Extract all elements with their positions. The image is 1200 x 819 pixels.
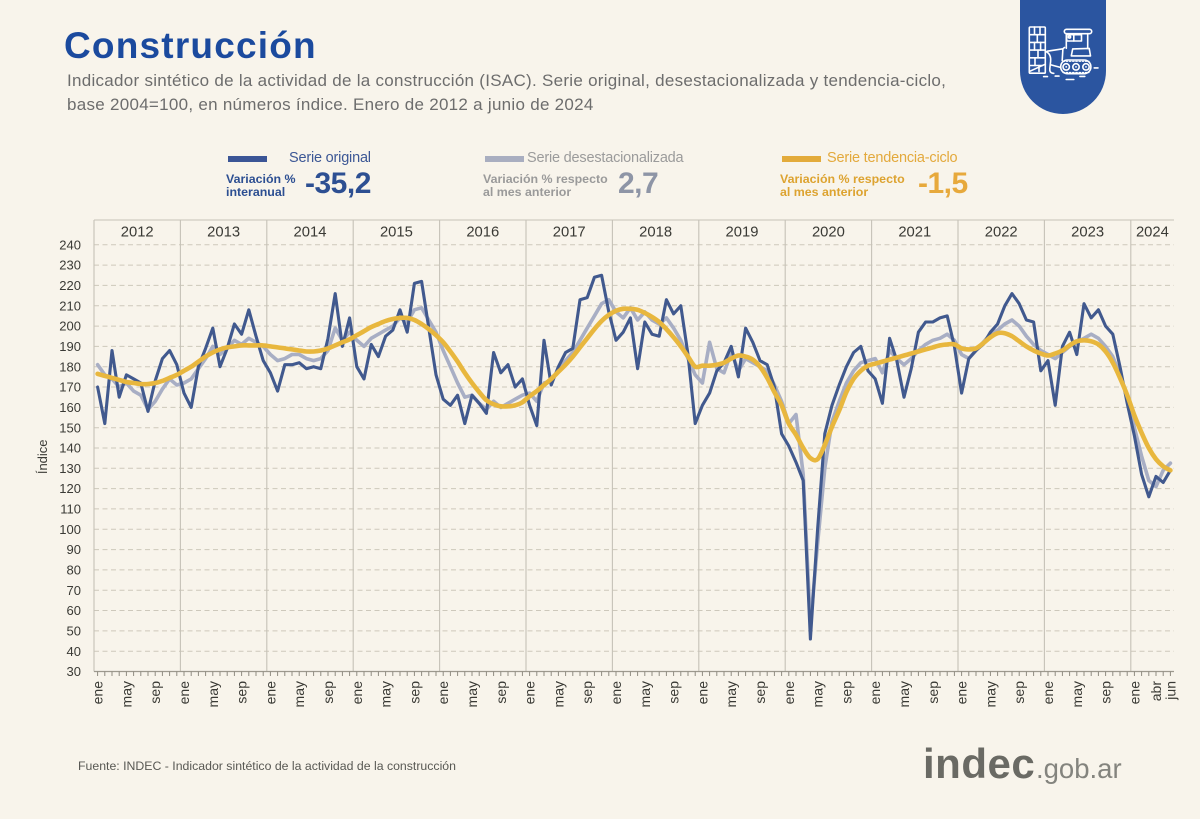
svg-text:ene: ene — [867, 681, 883, 705]
svg-text:may: may — [118, 681, 134, 707]
svg-text:sep: sep — [320, 681, 336, 704]
svg-text:80: 80 — [67, 563, 81, 578]
svg-text:ene: ene — [435, 681, 451, 705]
svg-text:sep: sep — [752, 681, 768, 704]
svg-text:40: 40 — [67, 644, 81, 659]
svg-text:180: 180 — [59, 359, 81, 374]
svg-text:50: 50 — [67, 624, 81, 639]
svg-text:220: 220 — [59, 278, 81, 293]
svg-text:120: 120 — [59, 481, 81, 496]
svg-text:sep: sep — [925, 681, 941, 704]
svg-text:ene: ene — [1126, 681, 1142, 705]
svg-text:ene: ene — [522, 681, 538, 705]
svg-text:ene: ene — [90, 681, 106, 705]
svg-text:200: 200 — [59, 319, 81, 334]
svg-text:70: 70 — [67, 583, 81, 598]
svg-text:2020: 2020 — [812, 225, 845, 241]
svg-text:100: 100 — [59, 522, 81, 537]
svg-text:may: may — [723, 681, 739, 707]
svg-text:30: 30 — [67, 664, 81, 679]
svg-text:2023: 2023 — [1071, 225, 1104, 241]
svg-text:sep: sep — [493, 681, 509, 704]
svg-text:sep: sep — [838, 681, 854, 704]
svg-text:2021: 2021 — [898, 225, 931, 241]
svg-text:may: may — [550, 681, 566, 707]
svg-text:may: may — [205, 681, 221, 707]
svg-text:2022: 2022 — [985, 225, 1018, 241]
svg-text:sep: sep — [579, 681, 595, 704]
svg-text:may: may — [378, 681, 394, 707]
svg-text:90: 90 — [67, 542, 81, 557]
svg-text:2013: 2013 — [207, 225, 240, 241]
svg-text:ene: ene — [608, 681, 624, 705]
svg-text:2024: 2024 — [1136, 225, 1169, 241]
svg-text:may: may — [291, 681, 307, 707]
svg-text:2016: 2016 — [466, 225, 499, 241]
svg-text:may: may — [896, 681, 912, 707]
svg-text:110: 110 — [60, 502, 81, 517]
svg-text:ene: ene — [954, 681, 970, 705]
svg-text:sep: sep — [406, 681, 422, 704]
svg-text:sep: sep — [1098, 681, 1114, 704]
svg-text:170: 170 — [59, 380, 81, 395]
svg-text:2015: 2015 — [380, 225, 413, 241]
svg-text:230: 230 — [59, 258, 81, 273]
svg-text:150: 150 — [59, 420, 81, 435]
svg-text:2018: 2018 — [639, 225, 672, 241]
svg-text:210: 210 — [59, 298, 81, 313]
svg-text:240: 240 — [59, 237, 81, 252]
svg-text:sep: sep — [666, 681, 682, 704]
svg-text:160: 160 — [59, 400, 81, 415]
svg-text:may: may — [464, 681, 480, 707]
svg-text:2019: 2019 — [726, 225, 759, 241]
svg-text:ene: ene — [176, 681, 192, 705]
svg-text:sep: sep — [147, 681, 163, 704]
svg-text:may: may — [637, 681, 653, 707]
svg-text:2012: 2012 — [121, 225, 154, 241]
svg-text:2017: 2017 — [553, 225, 586, 241]
svg-text:ene: ene — [1040, 681, 1056, 705]
svg-text:ene: ene — [694, 681, 710, 705]
svg-text:abr: abr — [1148, 681, 1164, 702]
svg-text:jun: jun — [1162, 681, 1178, 701]
svg-text:130: 130 — [59, 461, 81, 476]
svg-text:may: may — [982, 681, 998, 707]
svg-text:2014: 2014 — [294, 225, 327, 241]
svg-text:Índice: Índice — [35, 439, 50, 474]
svg-text:sep: sep — [234, 681, 250, 704]
svg-text:ene: ene — [349, 681, 365, 705]
svg-text:190: 190 — [59, 339, 81, 354]
svg-text:sep: sep — [1011, 681, 1027, 704]
svg-text:140: 140 — [59, 441, 81, 456]
svg-text:ene: ene — [262, 681, 278, 705]
svg-text:ene: ene — [781, 681, 797, 705]
svg-text:may: may — [1069, 681, 1085, 707]
svg-text:60: 60 — [67, 603, 81, 618]
svg-text:may: may — [810, 681, 826, 707]
